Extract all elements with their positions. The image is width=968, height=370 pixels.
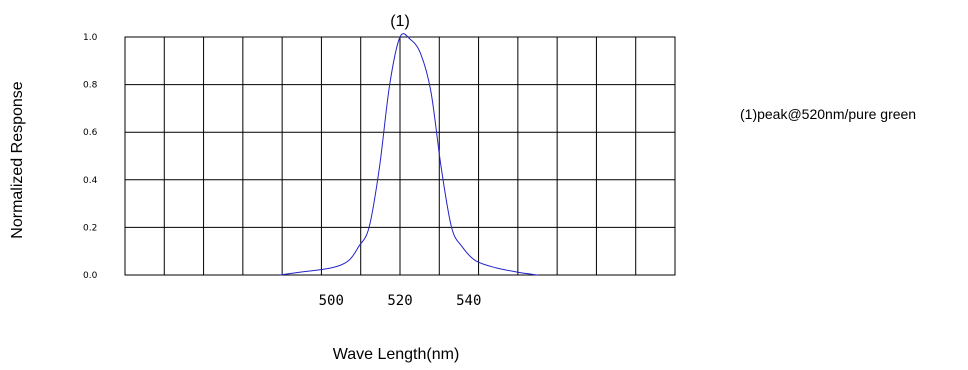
legend-text: (1)peak@520nm/pure green bbox=[740, 106, 916, 122]
y-tick-label: 0.6 bbox=[83, 128, 98, 138]
y-tick-label: 0.8 bbox=[83, 81, 98, 91]
x-tick-label: 500 bbox=[319, 293, 344, 309]
y-tick-label: 0.4 bbox=[83, 176, 98, 186]
chart-grid bbox=[124, 36, 676, 276]
y-tick-labels: 0.0 0.2 0.4 0.6 0.8 1.0 bbox=[83, 33, 98, 281]
peak-annotation: (1) bbox=[390, 13, 410, 30]
x-axis-title: Wave Length(nm) bbox=[333, 346, 460, 363]
y-axis-title: Normalized Response bbox=[9, 81, 26, 239]
x-tick-labels: 500 520 540 bbox=[319, 293, 482, 309]
series-line bbox=[279, 33, 538, 276]
x-tick-label: 540 bbox=[456, 293, 481, 309]
y-tick-label: 0.2 bbox=[83, 223, 97, 233]
y-tick-label: 0.0 bbox=[83, 271, 98, 281]
x-tick-label: 520 bbox=[387, 293, 412, 309]
y-tick-label: 1.0 bbox=[83, 33, 98, 43]
